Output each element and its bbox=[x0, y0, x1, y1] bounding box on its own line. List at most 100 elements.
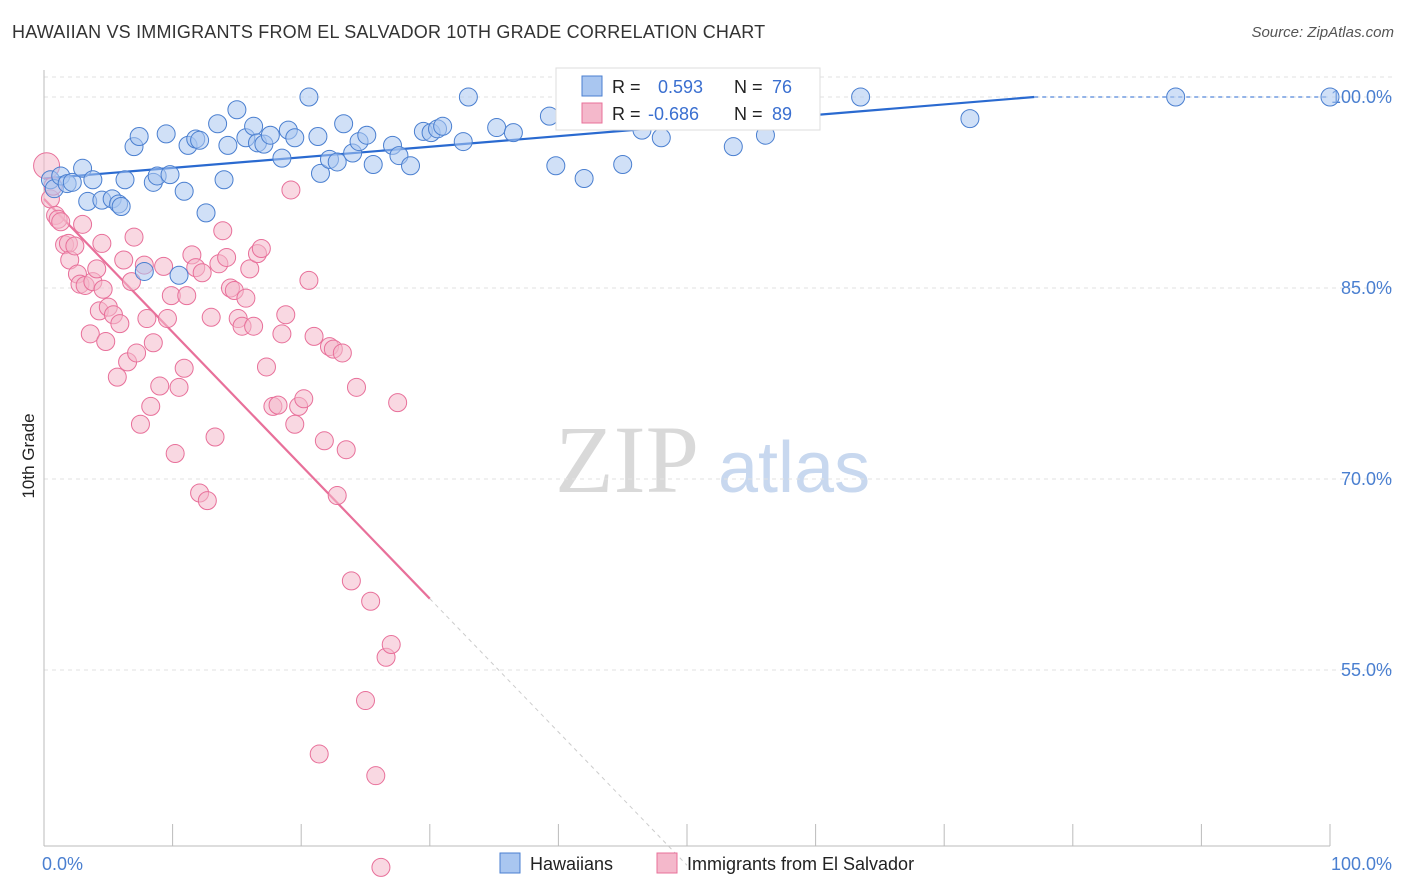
point-el-salvador bbox=[236, 288, 256, 308]
point-el-salvador bbox=[201, 307, 221, 327]
point-el-salvador bbox=[341, 571, 361, 591]
point-el-salvador bbox=[127, 343, 147, 363]
point-el-salvador bbox=[73, 214, 93, 234]
point-hawaiian bbox=[960, 109, 980, 129]
point-hawaiian bbox=[129, 126, 149, 146]
point-hawaiian bbox=[357, 125, 377, 145]
point-el-salvador bbox=[217, 247, 237, 267]
point-el-salvador bbox=[281, 180, 301, 200]
point-el-salvador bbox=[93, 279, 113, 299]
point-hawaiian bbox=[115, 170, 135, 190]
point-hawaiian bbox=[169, 265, 189, 285]
stats-pink-swatch bbox=[581, 102, 603, 124]
point-hawaiian bbox=[458, 87, 478, 107]
point-el-salvador bbox=[314, 431, 334, 451]
point-el-salvador bbox=[110, 314, 130, 334]
point-el-salvador bbox=[87, 259, 107, 279]
point-hawaiian bbox=[401, 156, 421, 176]
data-points bbox=[33, 87, 1340, 877]
point-hawaiian bbox=[214, 170, 234, 190]
stats-box: R = 0.593 N = 76 R = -0.686 N = 89 bbox=[555, 67, 821, 131]
point-hawaiian bbox=[160, 165, 180, 185]
point-hawaiian bbox=[62, 172, 82, 192]
point-el-salvador bbox=[299, 270, 319, 290]
point-el-salvador bbox=[268, 395, 288, 415]
point-hawaiian bbox=[334, 114, 354, 134]
point-el-salvador bbox=[256, 357, 276, 377]
point-el-salvador bbox=[213, 221, 233, 241]
x-tick-label-min: 0.0% bbox=[42, 854, 83, 874]
point-el-salvador bbox=[107, 367, 127, 387]
point-el-salvador bbox=[177, 286, 197, 306]
point-el-salvador bbox=[205, 427, 225, 447]
point-hawaiian bbox=[174, 181, 194, 201]
point-hawaiian bbox=[433, 116, 453, 136]
point-hawaiian bbox=[503, 123, 523, 143]
point-hawaiian bbox=[299, 87, 319, 107]
grid-lines bbox=[44, 76, 1392, 671]
point-hawaiian bbox=[1166, 87, 1186, 107]
stats-blue-n-label: N = bbox=[734, 77, 763, 97]
point-hawaiian bbox=[156, 124, 176, 144]
point-el-salvador bbox=[336, 440, 356, 460]
trend-line-hawaiians bbox=[43, 95, 1035, 180]
y-tick-label: 55.0% bbox=[1341, 660, 1392, 680]
point-el-salvador bbox=[130, 414, 150, 434]
point-el-salvador bbox=[124, 227, 144, 247]
point-el-salvador bbox=[143, 333, 163, 353]
point-el-salvador bbox=[356, 691, 375, 711]
point-el-salvador bbox=[197, 491, 217, 511]
point-el-salvador bbox=[251, 239, 271, 259]
point-el-salvador bbox=[92, 233, 112, 253]
point-el-salvador bbox=[114, 250, 134, 270]
point-el-salvador bbox=[327, 486, 347, 506]
point-el-salvador bbox=[137, 309, 157, 329]
y-tick-label: 100.0% bbox=[1331, 87, 1392, 107]
point-hawaiian bbox=[83, 170, 103, 190]
point-hawaiian bbox=[327, 152, 347, 172]
point-el-salvador bbox=[51, 212, 71, 232]
watermark-zip: ZIP bbox=[555, 406, 699, 513]
stats-pink-n-value: 89 bbox=[772, 104, 792, 124]
point-hawaiian bbox=[134, 261, 154, 281]
point-el-salvador bbox=[285, 414, 305, 434]
point-hawaiian bbox=[651, 128, 671, 148]
point-hawaiian bbox=[1320, 87, 1340, 107]
point-el-salvador bbox=[169, 377, 189, 397]
point-el-salvador bbox=[96, 331, 116, 351]
point-el-salvador bbox=[154, 256, 174, 276]
point-el-salvador bbox=[366, 766, 386, 786]
point-el-salvador bbox=[244, 316, 264, 336]
stats-blue-swatch bbox=[581, 75, 603, 97]
point-hawaiian bbox=[218, 135, 238, 155]
point-el-salvador bbox=[240, 259, 260, 279]
point-el-salvador bbox=[157, 309, 177, 329]
point-hawaiian bbox=[613, 154, 633, 174]
point-hawaiian bbox=[190, 130, 210, 150]
legend-swatch-el-salvador bbox=[656, 852, 678, 874]
point-el-salvador bbox=[80, 324, 100, 344]
axes: 100.0% 85.0% 70.0% 55.0% 0.0% 100.0% bbox=[42, 70, 1392, 874]
trend-extension-el-salvador bbox=[429, 598, 688, 866]
point-hawaiian bbox=[546, 156, 566, 176]
point-el-salvador bbox=[309, 744, 329, 764]
y-axis-label: 10th Grade bbox=[19, 413, 38, 498]
point-el-salvador bbox=[361, 591, 381, 611]
legend-label-el-salvador: Immigrants from El Salvador bbox=[687, 854, 914, 874]
point-el-salvador bbox=[272, 324, 292, 344]
stats-blue-r-label: R = bbox=[612, 77, 641, 97]
point-hawaiian bbox=[851, 87, 871, 107]
point-hawaiian bbox=[272, 148, 292, 168]
point-el-salvador bbox=[346, 377, 366, 397]
trend-line-el-salvador bbox=[43, 198, 431, 600]
y-tick-label: 70.0% bbox=[1341, 469, 1392, 489]
legend: Hawaiians Immigrants from El Salvador bbox=[499, 852, 914, 874]
point-el-salvador bbox=[121, 272, 141, 292]
y-tick-label: 85.0% bbox=[1341, 278, 1392, 298]
point-el-salvador bbox=[150, 376, 170, 396]
stats-pink-r-label: R = bbox=[612, 104, 641, 124]
point-el-salvador bbox=[141, 396, 161, 416]
point-hawaiian bbox=[285, 128, 305, 148]
point-hawaiian bbox=[574, 168, 594, 188]
